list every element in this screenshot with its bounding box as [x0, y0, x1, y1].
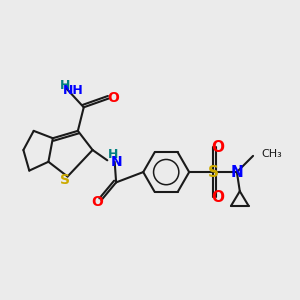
Text: O: O — [91, 194, 103, 208]
Text: NH: NH — [63, 84, 84, 97]
Text: H: H — [108, 148, 119, 161]
Text: N: N — [110, 155, 122, 169]
Text: O: O — [211, 190, 224, 205]
Text: N: N — [230, 165, 243, 180]
Text: O: O — [107, 92, 119, 106]
Text: O: O — [211, 140, 224, 154]
Text: H: H — [59, 79, 70, 92]
Text: S: S — [60, 173, 70, 187]
Text: S: S — [208, 165, 219, 180]
Text: CH₃: CH₃ — [261, 149, 282, 159]
